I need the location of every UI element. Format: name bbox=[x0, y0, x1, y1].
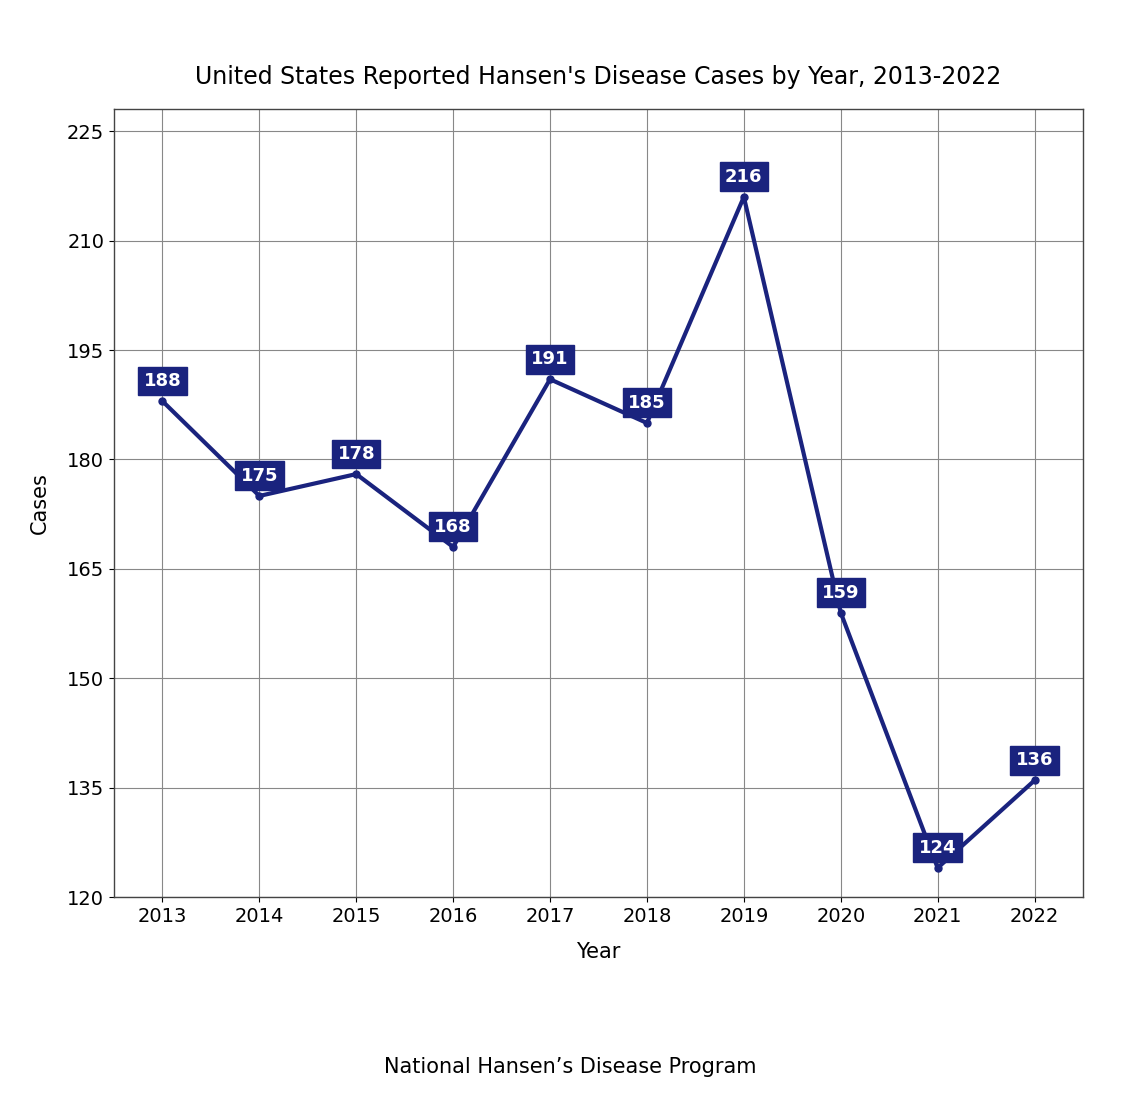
Text: 159: 159 bbox=[822, 583, 860, 602]
Text: 175: 175 bbox=[241, 467, 278, 485]
Text: 191: 191 bbox=[531, 350, 569, 369]
Text: 185: 185 bbox=[628, 394, 666, 412]
Text: 178: 178 bbox=[337, 445, 375, 463]
Text: 136: 136 bbox=[1016, 752, 1053, 769]
Text: 216: 216 bbox=[725, 167, 763, 186]
Text: National Hansen’s Disease Program: National Hansen’s Disease Program bbox=[384, 1057, 756, 1076]
Text: 124: 124 bbox=[919, 839, 956, 857]
Y-axis label: Cases: Cases bbox=[31, 473, 50, 534]
Text: 188: 188 bbox=[144, 372, 181, 391]
X-axis label: Year: Year bbox=[577, 942, 620, 963]
Title: United States Reported Hansen's Disease Cases by Year, 2013-2022: United States Reported Hansen's Disease … bbox=[195, 66, 1002, 90]
Text: 168: 168 bbox=[434, 517, 472, 536]
